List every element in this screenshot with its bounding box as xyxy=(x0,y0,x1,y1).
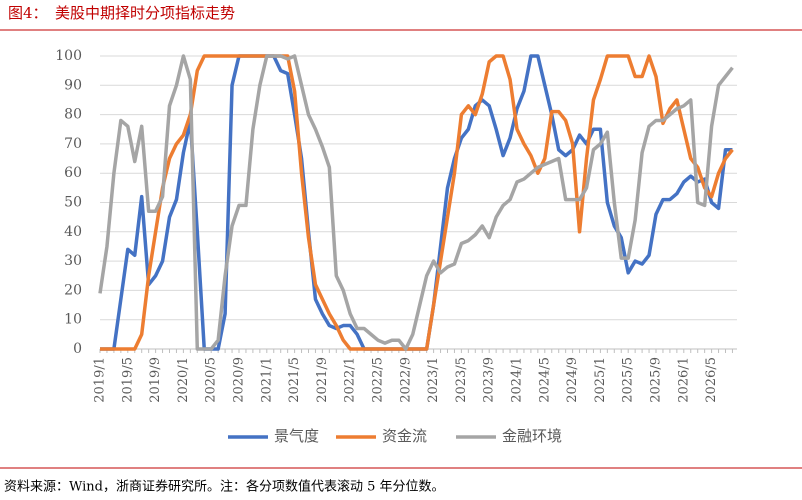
figure-label: 图4： xyxy=(8,4,48,22)
x-tick-label: 2026/1 xyxy=(676,357,691,403)
y-tick-label: 50 xyxy=(64,195,82,211)
x-tick-label: 2020/9 xyxy=(232,357,247,403)
source: 资料来源：Wind，浙商证券研究所。注：各分项数值代表滚动 5 年分位数。 xyxy=(4,479,445,495)
y-tick-label: 40 xyxy=(64,224,82,240)
x-tick-label: 2023/9 xyxy=(482,357,497,403)
x-tick-label: 2019/1 xyxy=(93,357,108,403)
x-tick-label: 2021/1 xyxy=(259,357,274,403)
x-tick-label: 2024/1 xyxy=(510,357,525,403)
x-tick-label: 2024/9 xyxy=(565,357,580,403)
x-tick-label: 2020/1 xyxy=(176,357,191,403)
x-tick-label: 2023/1 xyxy=(426,357,441,403)
x-tick-label: 2025/5 xyxy=(621,357,636,403)
y-tick-label: 60 xyxy=(64,165,82,181)
x-tick-label: 2019/9 xyxy=(148,357,163,403)
legend-label: 景气度 xyxy=(274,427,319,445)
y-tick-label: 80 xyxy=(64,107,82,123)
y-tick-label: 100 xyxy=(55,48,82,64)
x-tick-label: 2022/1 xyxy=(343,357,358,403)
y-tick-label: 0 xyxy=(73,341,82,357)
y-tick-label: 20 xyxy=(64,282,82,298)
x-tick-label: 2023/5 xyxy=(454,357,469,403)
x-tick-label: 2025/1 xyxy=(593,357,608,403)
series-line xyxy=(100,54,734,351)
x-tick-label: 2022/5 xyxy=(371,357,386,403)
x-tick-label: 2021/9 xyxy=(315,357,330,403)
y-tick-label: 90 xyxy=(64,77,82,93)
series-line xyxy=(98,54,734,351)
x-tick-label: 2024/5 xyxy=(537,357,552,403)
chart-title: 美股中期择时分项指标走势 xyxy=(55,4,235,22)
x-tick-label: 2020/5 xyxy=(204,357,219,403)
x-tick-label: 2019/5 xyxy=(120,357,135,403)
y-tick-label: 30 xyxy=(64,253,82,269)
legend-label: 金融环境 xyxy=(502,427,562,445)
x-tick-label: 2026/5 xyxy=(704,357,719,403)
x-tick-label: 2025/9 xyxy=(649,357,664,403)
x-tick-label: 2022/9 xyxy=(398,357,413,403)
legend-label: 资金流 xyxy=(382,427,427,445)
x-tick-label: 2021/5 xyxy=(287,357,302,403)
y-tick-label: 70 xyxy=(64,136,82,152)
y-tick-label: 10 xyxy=(64,312,82,328)
